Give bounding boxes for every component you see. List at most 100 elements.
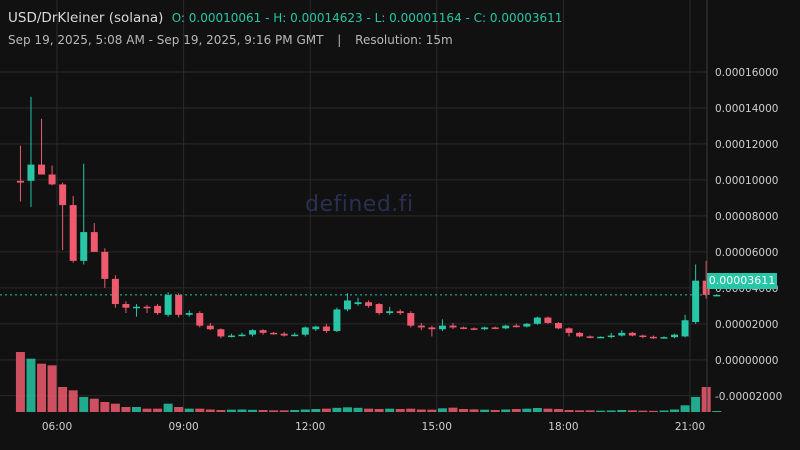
- candle-body: [249, 330, 257, 335]
- date-range: Sep 19, 2025, 5:08 AM - Sep 19, 2025, 9:…: [8, 33, 324, 47]
- candle-body: [481, 327, 489, 330]
- candle-body: [681, 320, 689, 337]
- candle-body: [365, 302, 373, 306]
- candle-body: [407, 313, 415, 326]
- chart-header: USD/DrKleiner (solana) O: 0.00010061 - H…: [8, 10, 562, 26]
- volume-bar: [459, 409, 469, 412]
- volume-bar: [216, 410, 226, 412]
- candlesticks: [16, 96, 721, 339]
- candle-body: [597, 336, 605, 339]
- volume-bar: [110, 403, 120, 412]
- candle-body: [544, 317, 552, 323]
- y-tick-label: 0.00012000: [715, 139, 778, 151]
- candle-body: [586, 336, 594, 338]
- candle-body: [692, 280, 700, 323]
- volume-bar: [395, 409, 405, 412]
- volume-bar: [617, 410, 627, 412]
- candle-body: [671, 334, 679, 338]
- candle-body: [27, 164, 35, 181]
- volume-bar: [47, 365, 57, 412]
- candle-body: [132, 306, 140, 309]
- candle-body: [470, 328, 478, 330]
- volume-bar: [522, 408, 532, 412]
- candle-body: [428, 327, 436, 330]
- volume-bar: [37, 363, 47, 412]
- volume-bar: [585, 410, 595, 412]
- volume-bar: [712, 411, 722, 412]
- volume-bar: [174, 407, 184, 412]
- candle-body: [322, 326, 330, 332]
- candle-body: [386, 311, 394, 314]
- volume-bar: [416, 409, 426, 412]
- candle-body: [80, 232, 88, 261]
- candle-body: [90, 232, 98, 252]
- volume-bar: [58, 387, 68, 412]
- x-tick-label: 18:00: [548, 421, 578, 433]
- y-tick-label: 0.00010000: [715, 175, 778, 187]
- candle-body: [576, 332, 584, 337]
- candle-body: [238, 334, 246, 337]
- volume-bar: [89, 398, 99, 412]
- volume-bar: [490, 410, 500, 412]
- candle-body: [217, 329, 225, 337]
- y-tick-label: 0.00006000: [715, 247, 778, 259]
- volume-bar: [638, 410, 648, 412]
- candle-body: [312, 326, 320, 330]
- volume-bar: [374, 409, 384, 412]
- volume-bar: [659, 410, 669, 412]
- last-price-badge: 0.00003611: [707, 273, 777, 289]
- candle-body: [512, 325, 520, 328]
- candle-body: [639, 335, 647, 338]
- candle-body: [713, 294, 721, 297]
- candle-body: [280, 333, 288, 336]
- volume-bar: [511, 409, 521, 412]
- volume-bar: [195, 408, 205, 412]
- candle-body: [122, 304, 130, 308]
- candle-body: [270, 332, 278, 335]
- candle-body: [460, 327, 468, 329]
- x-tick-label: 12:00: [295, 421, 325, 433]
- volume-bar: [606, 410, 616, 412]
- volume-bar: [437, 408, 447, 412]
- time-axis: 06:00 09:00 12:00 15:00 18:00 21:00: [42, 421, 705, 433]
- y-tick-label: 0.00000000: [715, 355, 778, 367]
- ohlc-readout: O: 0.00010061 - H: 0.00014623 - L: 0.000…: [171, 11, 563, 25]
- volume-bar: [131, 407, 141, 412]
- candle-body: [396, 311, 404, 314]
- x-tick-label: 09:00: [168, 421, 198, 433]
- volume-bar: [427, 409, 437, 412]
- candle-body: [38, 164, 46, 175]
- candle-body: [291, 334, 299, 337]
- volume-bar: [353, 407, 363, 412]
- volume-bar: [691, 397, 701, 412]
- y-tick-label: -0.00002000: [715, 391, 782, 403]
- volume-bar: [258, 410, 268, 412]
- price-axis: 0.00016000 0.00014000 0.00012000 0.00010000…: [715, 67, 782, 403]
- volume-bars: [15, 352, 722, 412]
- candle-body: [502, 325, 510, 329]
- volume-bar: [279, 410, 289, 412]
- volume-bar: [342, 407, 352, 412]
- resolution-label: Resolution: 15m: [355, 33, 453, 47]
- volume-bar: [300, 409, 310, 412]
- volume-bar: [564, 410, 574, 412]
- chart-subheader: Sep 19, 2025, 5:08 AM - Sep 19, 2025, 9:…: [8, 33, 453, 47]
- candle-body: [111, 278, 119, 305]
- volume-bar: [311, 409, 321, 412]
- candle-body: [227, 335, 235, 338]
- volume-bar: [142, 408, 152, 412]
- volume-bar: [406, 408, 416, 412]
- candle-body: [196, 313, 204, 326]
- candle-body: [69, 205, 77, 261]
- volume-bar: [575, 410, 585, 412]
- volume-bar: [321, 408, 331, 412]
- volume-bar: [15, 352, 25, 412]
- y-tick-label: 0.00008000: [715, 211, 778, 223]
- candle-body: [333, 309, 341, 332]
- volume-bar: [269, 410, 279, 412]
- candle-body: [259, 330, 267, 333]
- volume-bar: [226, 409, 236, 412]
- candle-body: [185, 313, 193, 315]
- volume-bar: [553, 409, 563, 412]
